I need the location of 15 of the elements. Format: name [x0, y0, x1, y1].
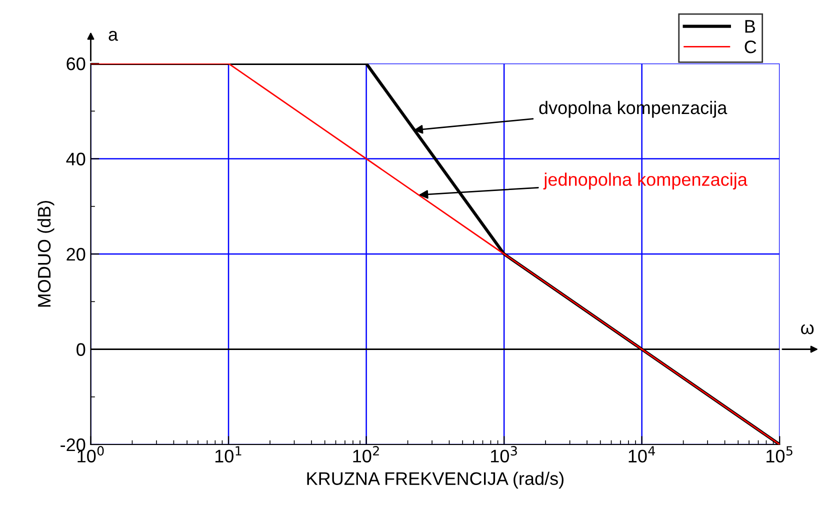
y-tick-label: 0	[76, 343, 86, 356]
y-tick-label: 60	[66, 57, 86, 70]
legend-label: B	[745, 20, 755, 33]
text: ω	[801, 324, 814, 334]
x-tick-label: 10$^{3}$	[491, 446, 517, 462]
text: a	[108, 30, 118, 41]
x-tick-label: 10$^{4}$	[628, 446, 655, 462]
x-tick-label: 10$^{1}$	[215, 446, 242, 462]
legend-label: C	[744, 40, 756, 54]
y-tick-label: 20	[66, 248, 86, 261]
y-tick-label: 40	[66, 152, 86, 166]
x-axis-title: KRUZNA FREKVENCIJA (rad/s)	[307, 472, 564, 489]
x-tick-label: 10$^{5}$	[766, 446, 792, 462]
y-axis-title: MODUO (dB)	[37, 200, 54, 307]
x-tick-label: 10$^{2}$	[353, 446, 379, 462]
